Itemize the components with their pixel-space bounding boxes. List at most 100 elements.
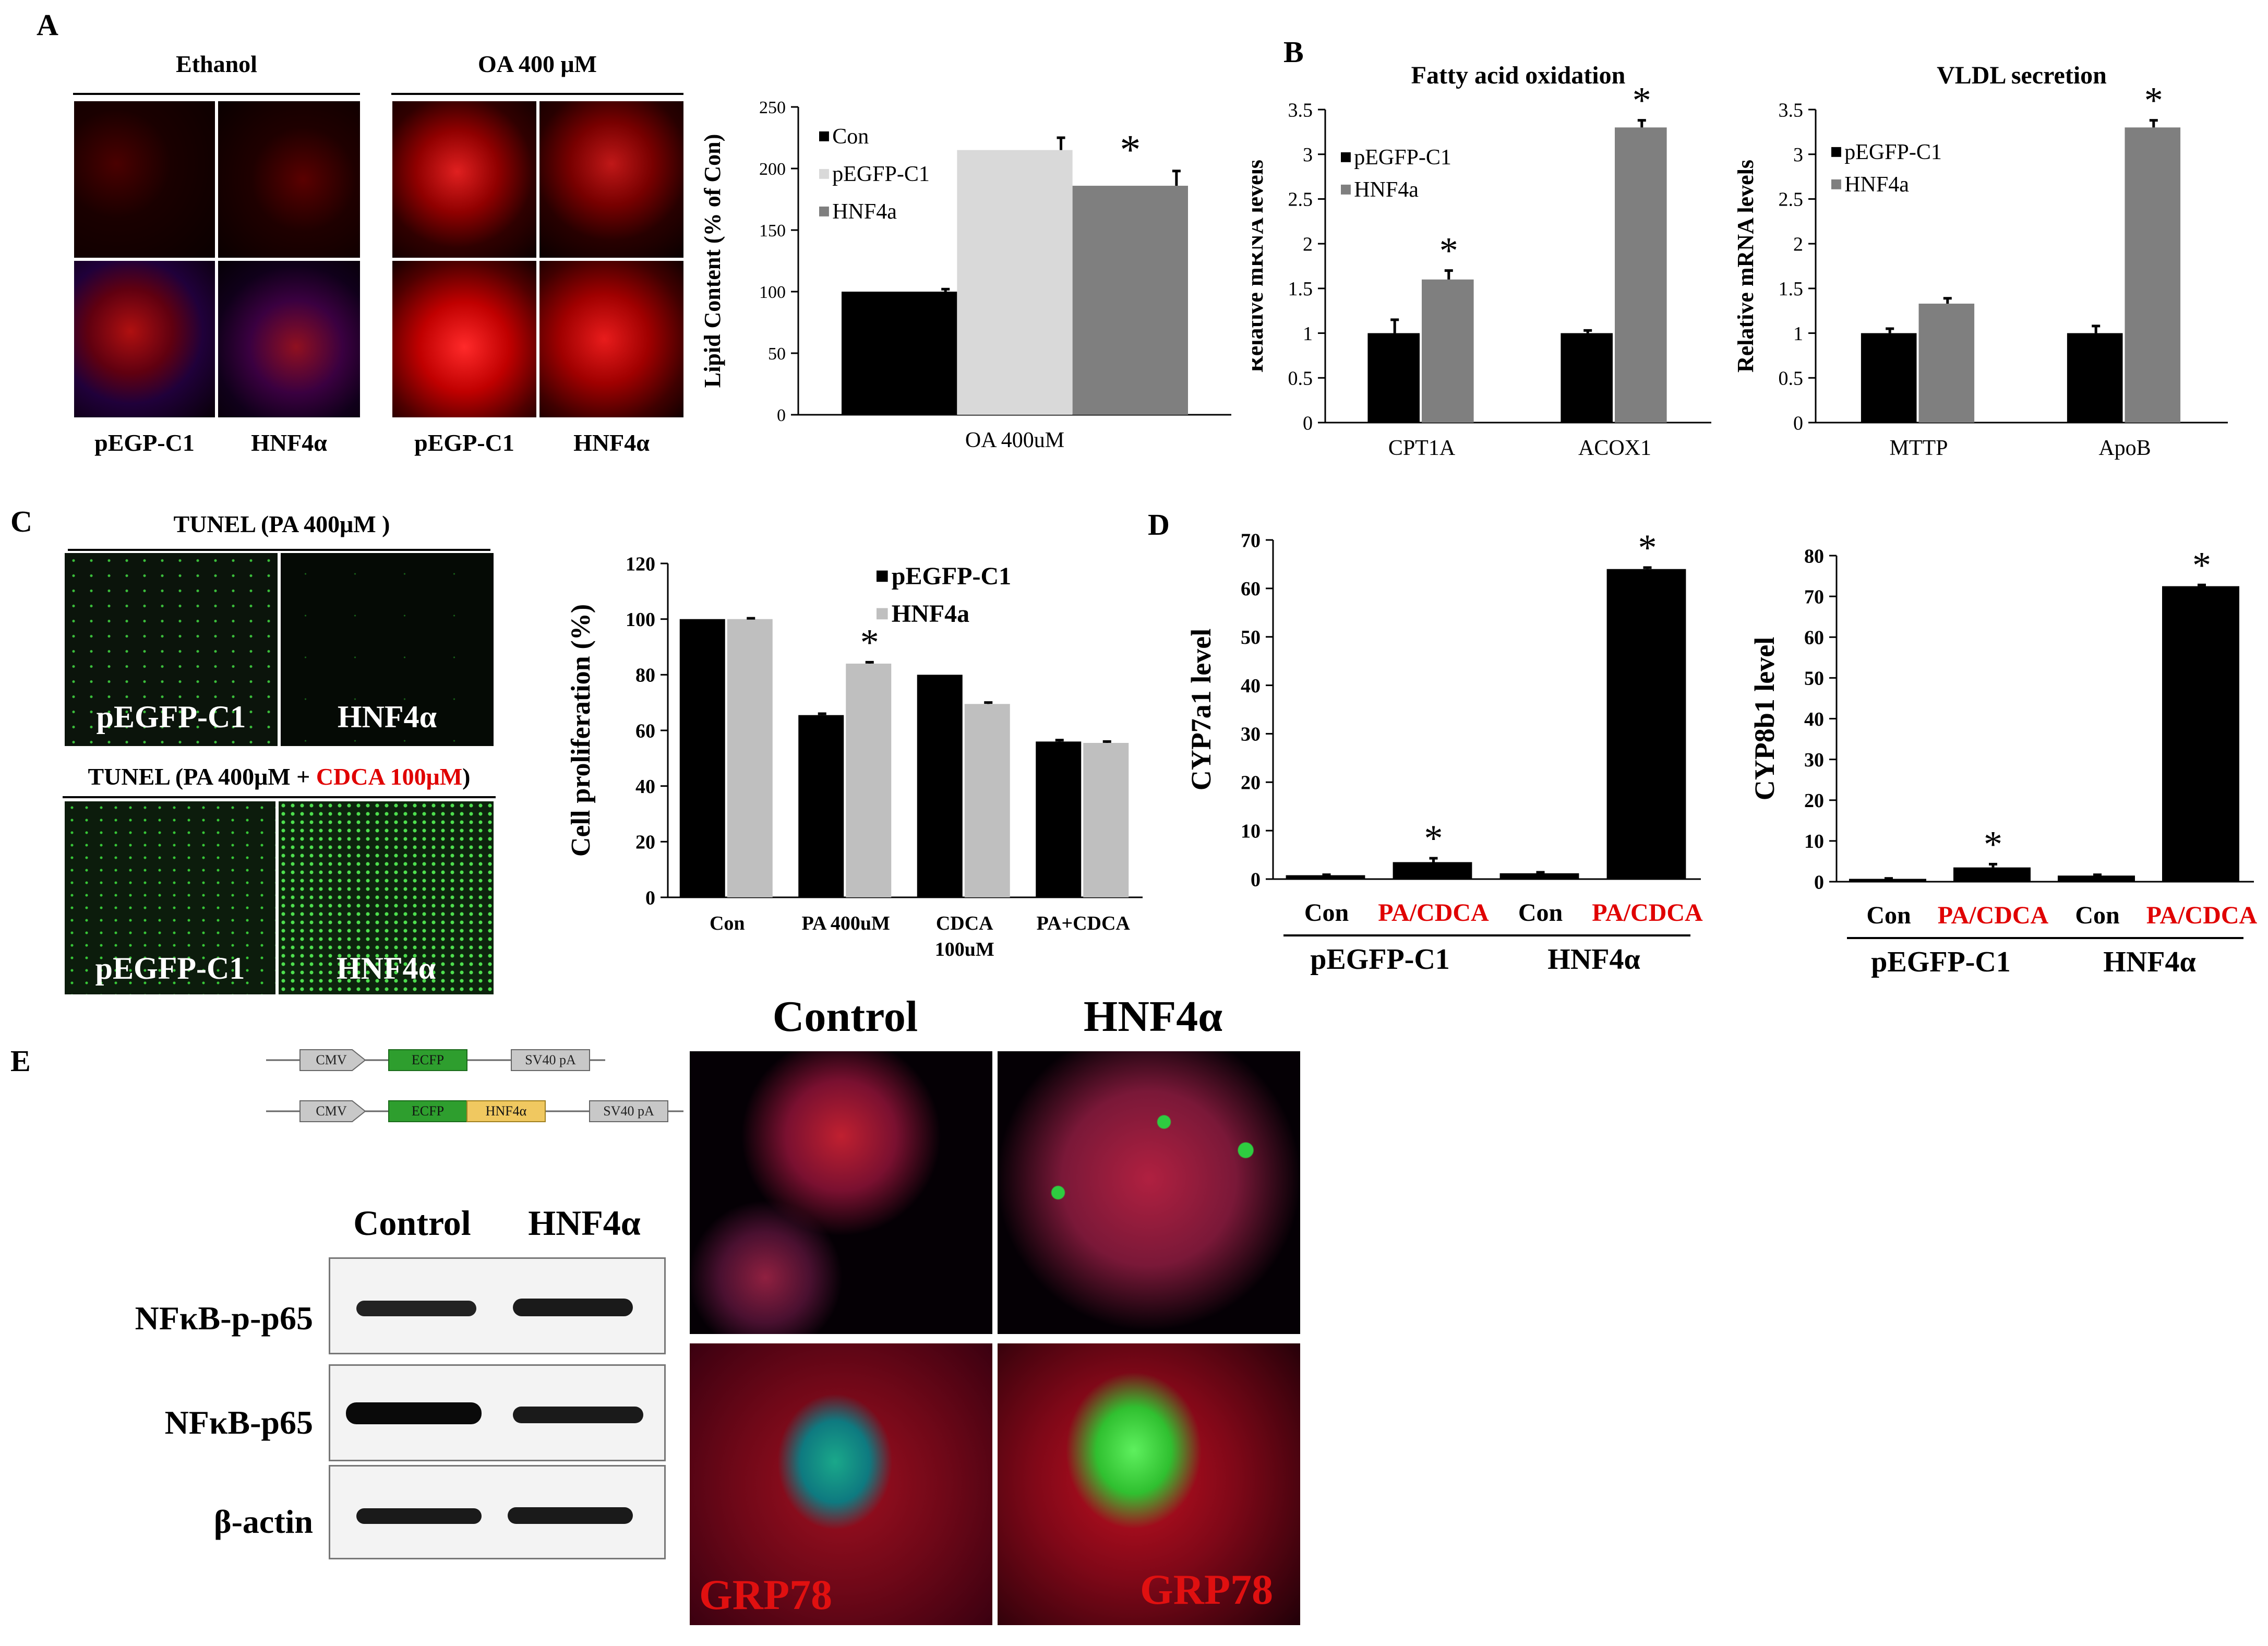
tunel-bottom-cdca: CDCA 100μM xyxy=(316,763,463,790)
blot-label-p65: NFκB-p65 xyxy=(164,1404,313,1441)
y-tick-label: 0 xyxy=(645,887,655,909)
y-tick-label: 50 xyxy=(768,344,786,364)
significance-star: * xyxy=(2192,544,2211,586)
oa-header: OA 400 μM xyxy=(478,51,597,77)
band-actin-hnf4a xyxy=(508,1507,633,1524)
legend-label: HNF4a xyxy=(1844,173,1909,197)
y-tick-label: 40 xyxy=(635,776,655,798)
legend-label: HNF4a xyxy=(892,600,969,628)
bar xyxy=(727,619,773,897)
bar xyxy=(798,715,844,897)
if-control-high-mag xyxy=(690,1343,992,1625)
construct2-sv40 xyxy=(589,1100,668,1122)
caption-c-4: HNF4α xyxy=(336,951,436,986)
if-label-grp78-control: GRP78 xyxy=(699,1571,833,1618)
bar xyxy=(1367,333,1420,423)
group-label: HNF4α xyxy=(2103,946,2195,978)
y-tick-label: 0 xyxy=(1251,869,1261,891)
significance-star: * xyxy=(1633,80,1651,122)
x-tick-label: PA+CDCA xyxy=(1037,912,1131,934)
y-tick-label: 0.5 xyxy=(1779,368,1804,390)
y-tick-label: 2.5 xyxy=(1779,189,1804,211)
construct1-cmv-label: CMV xyxy=(316,1052,346,1067)
legend-swatch xyxy=(819,169,829,179)
legend-swatch xyxy=(1831,147,1841,157)
bar xyxy=(1422,279,1474,423)
bar xyxy=(842,292,957,415)
x-tick-label: Con xyxy=(1518,899,1563,927)
legend-label: pEGFP-C1 xyxy=(892,562,1011,590)
if-header-hnf4a: HNF4α xyxy=(1083,992,1223,1041)
y-axis-label: CYP8b1 level xyxy=(1749,637,1780,800)
tunel-header-bottom-rule xyxy=(63,796,496,798)
construct2-sv40-label: SV40 pA xyxy=(603,1103,654,1119)
bar xyxy=(1499,873,1579,879)
bar xyxy=(1606,569,1686,879)
legend-label: pEGFP-C1 xyxy=(832,162,930,186)
y-tick-label: 80 xyxy=(1804,545,1824,567)
blot-strip-p-p65 xyxy=(329,1257,666,1354)
micrograph-oa-hnf4a-top xyxy=(539,101,683,258)
bar xyxy=(1615,127,1667,423)
y-tick-label: 100 xyxy=(626,609,655,631)
legend-label: Con xyxy=(832,125,869,149)
bar xyxy=(1286,875,1365,879)
y-tick-label: 3 xyxy=(1303,144,1313,166)
y-axis-label: Lipid Content (% of Con) xyxy=(700,134,725,388)
construct2-hnf4a xyxy=(466,1100,546,1122)
tunel-pacdca-pegfp xyxy=(65,801,275,994)
construct1-ecfp xyxy=(388,1049,467,1071)
band-actin-control xyxy=(356,1508,482,1524)
if-hnf4a-low-mag xyxy=(998,1051,1300,1334)
caption-a-4: HNF4α xyxy=(573,429,650,456)
legend-label: HNF4a xyxy=(1354,178,1419,202)
legend-swatch xyxy=(1831,179,1841,189)
bar xyxy=(846,664,892,897)
y-tick-label: 150 xyxy=(759,221,786,241)
construct1-sv40 xyxy=(511,1049,590,1071)
y-axis-label: Relative mRNA levels xyxy=(1737,160,1758,373)
tunel-pa-hnf4a xyxy=(281,553,494,746)
construct2-ecfp-label: ECFP xyxy=(412,1103,444,1119)
ethanol-header: Ethanol xyxy=(176,51,257,77)
oa-header-rule xyxy=(391,93,683,95)
chart-c-cell-proliferation: 0 20 40 60 80 100 120 Cell proliferation (%) Con… xyxy=(566,553,1143,960)
y-axis-label: Cell proliferation (%) xyxy=(566,604,596,857)
blot-header-control: Control xyxy=(353,1203,471,1243)
significance-star: * xyxy=(1638,527,1657,569)
bar xyxy=(1036,741,1082,897)
if-hnf4a-high-mag xyxy=(998,1343,1300,1625)
construct1-ecfp-label: ECFP xyxy=(412,1052,444,1067)
y-tick-label: 20 xyxy=(635,832,655,854)
chart-a-lipid-content: 0 50 100 150 200 250 Lipid Content (% of Con) O… xyxy=(700,98,1231,452)
x-tick-label: Con xyxy=(710,912,745,934)
y-tick-label: 30 xyxy=(1804,749,1824,771)
x-tick-label: Con xyxy=(1866,902,1911,929)
blot-label-actin: β-actin xyxy=(213,1503,313,1540)
y-tick-label: 3.5 xyxy=(1779,99,1804,121)
significance-star: * xyxy=(1984,823,2002,865)
blot-strip-actin xyxy=(329,1465,666,1559)
construct1-cmv xyxy=(299,1049,366,1071)
panel-label-a: A xyxy=(37,8,58,42)
y-tick-label: 60 xyxy=(635,720,655,742)
x-tick-label: PA/CDCA xyxy=(1938,902,2049,929)
construct2-cmv xyxy=(299,1100,366,1122)
significance-star: * xyxy=(1120,127,1141,173)
band-p65-hnf4a xyxy=(513,1407,643,1423)
chart-title: Fatty acid oxidation xyxy=(1411,62,1626,89)
x-tick-label: CDCA xyxy=(936,912,993,934)
legend-swatch xyxy=(819,131,829,141)
x-tick-label: ApoB xyxy=(2098,436,2151,460)
chart-title: VLDL secretion xyxy=(1937,62,2107,89)
chart-b-fatty-acid-oxidation: Fatty acid oxidation 0 0.5 1 1.5 2 2.5 3 3.5 Rela… xyxy=(1252,62,1711,460)
x-tick-label: 100uM xyxy=(935,939,994,960)
y-tick-label: 1 xyxy=(1793,323,1803,345)
x-tick-label: PA/CDCA xyxy=(1592,899,1703,927)
group-label: pEGFP-C1 xyxy=(1310,943,1450,976)
bar xyxy=(957,150,1073,415)
if-header-control: Control xyxy=(772,992,918,1041)
y-axis-label: Relative mRNA levels xyxy=(1252,160,1268,373)
tunel-pacdca-hnf4a xyxy=(279,801,494,994)
chart-d-cyp7a1: 0 10 20 30 40 50 60 70 CYP7a1 level Con PA/CDCA Con… xyxy=(1185,527,1703,976)
